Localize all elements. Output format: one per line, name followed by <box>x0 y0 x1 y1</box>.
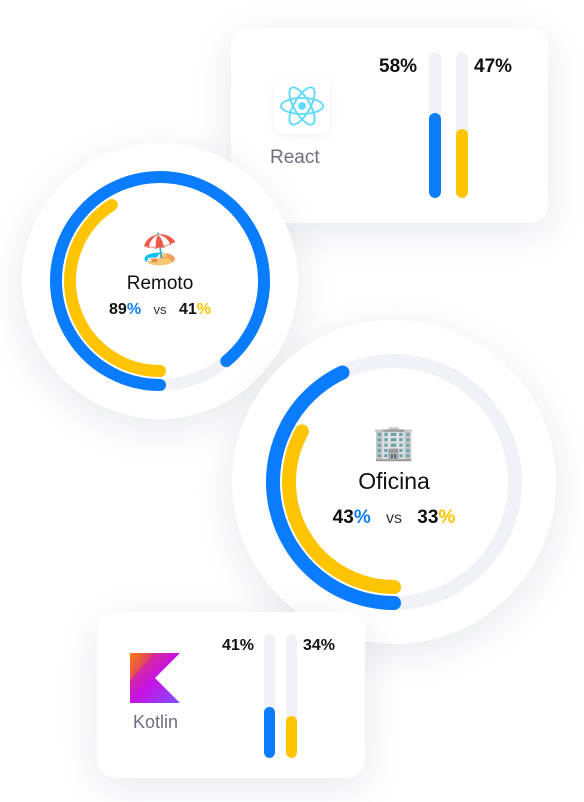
kotlin-card: Kotlin 41% 34% <box>97 612 365 778</box>
kotlin-name: Kotlin <box>133 712 179 732</box>
kotlin-office-percent: 34% <box>303 637 336 654</box>
kotlin-remote-percent: 41% <box>222 637 255 654</box>
office-building-icon: 🏢 <box>372 424 416 462</box>
remote-yellow-arc <box>64 199 166 377</box>
remote-blue-arc <box>50 171 270 391</box>
office-title: Oficina <box>358 468 430 494</box>
remote-title: Remoto <box>126 273 194 294</box>
office-stats: 43% vs 33% <box>333 507 456 529</box>
react-card: React 58% 47% <box>231 28 548 223</box>
beach-umbrella-icon: 🏖️ <box>141 233 179 266</box>
react-remote-bar-fill <box>429 113 441 198</box>
react-office-bar <box>456 52 468 198</box>
office-blue-arc <box>266 365 401 610</box>
remote-blue-percent-sign: % <box>126 301 142 318</box>
office-yellow-value: 33 <box>417 507 439 528</box>
remote-yellow-percent-sign: % <box>196 301 211 318</box>
react-office-bar-fill <box>456 129 468 198</box>
react-logo-icon <box>280 86 324 126</box>
react-remote-bar <box>429 52 441 198</box>
office-ring-content: 🏢 Oficina 43% vs 33% <box>294 426 494 529</box>
office-blue-value: 43 <box>332 507 354 528</box>
kotlin-office-bar-fill <box>286 715 297 758</box>
remote-ring-content: 🏖️ Remoto 89% vs 41% <box>60 235 260 319</box>
remote-ring-card: 🏖️ Remoto 89% vs 41% <box>22 143 298 419</box>
remote-yellow-value: 41 <box>178 301 197 318</box>
react-logo-box <box>274 78 330 134</box>
kotlin-logo-icon <box>130 653 180 703</box>
react-office-percent: 47% <box>474 56 513 77</box>
office-yellow-percent-sign: % <box>438 507 456 528</box>
react-name: React <box>270 147 320 168</box>
kotlin-remote-bar <box>264 634 275 758</box>
office-vs: vs <box>386 510 402 527</box>
kotlin-remote-bar-fill <box>264 707 275 758</box>
office-ring-chart <box>266 354 522 610</box>
remote-ring-chart <box>50 171 270 391</box>
kotlin-office-bar <box>286 634 297 758</box>
remote-blue-value: 89 <box>109 301 127 318</box>
office-blue-percent-sign: % <box>353 507 371 528</box>
office-yellow-arc <box>282 424 401 594</box>
office-ring-card: 🏢 Oficina 43% vs 33% <box>232 320 556 644</box>
remote-vs: vs <box>153 302 167 317</box>
react-remote-percent: 58% <box>379 56 418 77</box>
kotlin-logo-box <box>127 650 183 706</box>
remote-stats: 89% vs 41% <box>109 301 211 319</box>
